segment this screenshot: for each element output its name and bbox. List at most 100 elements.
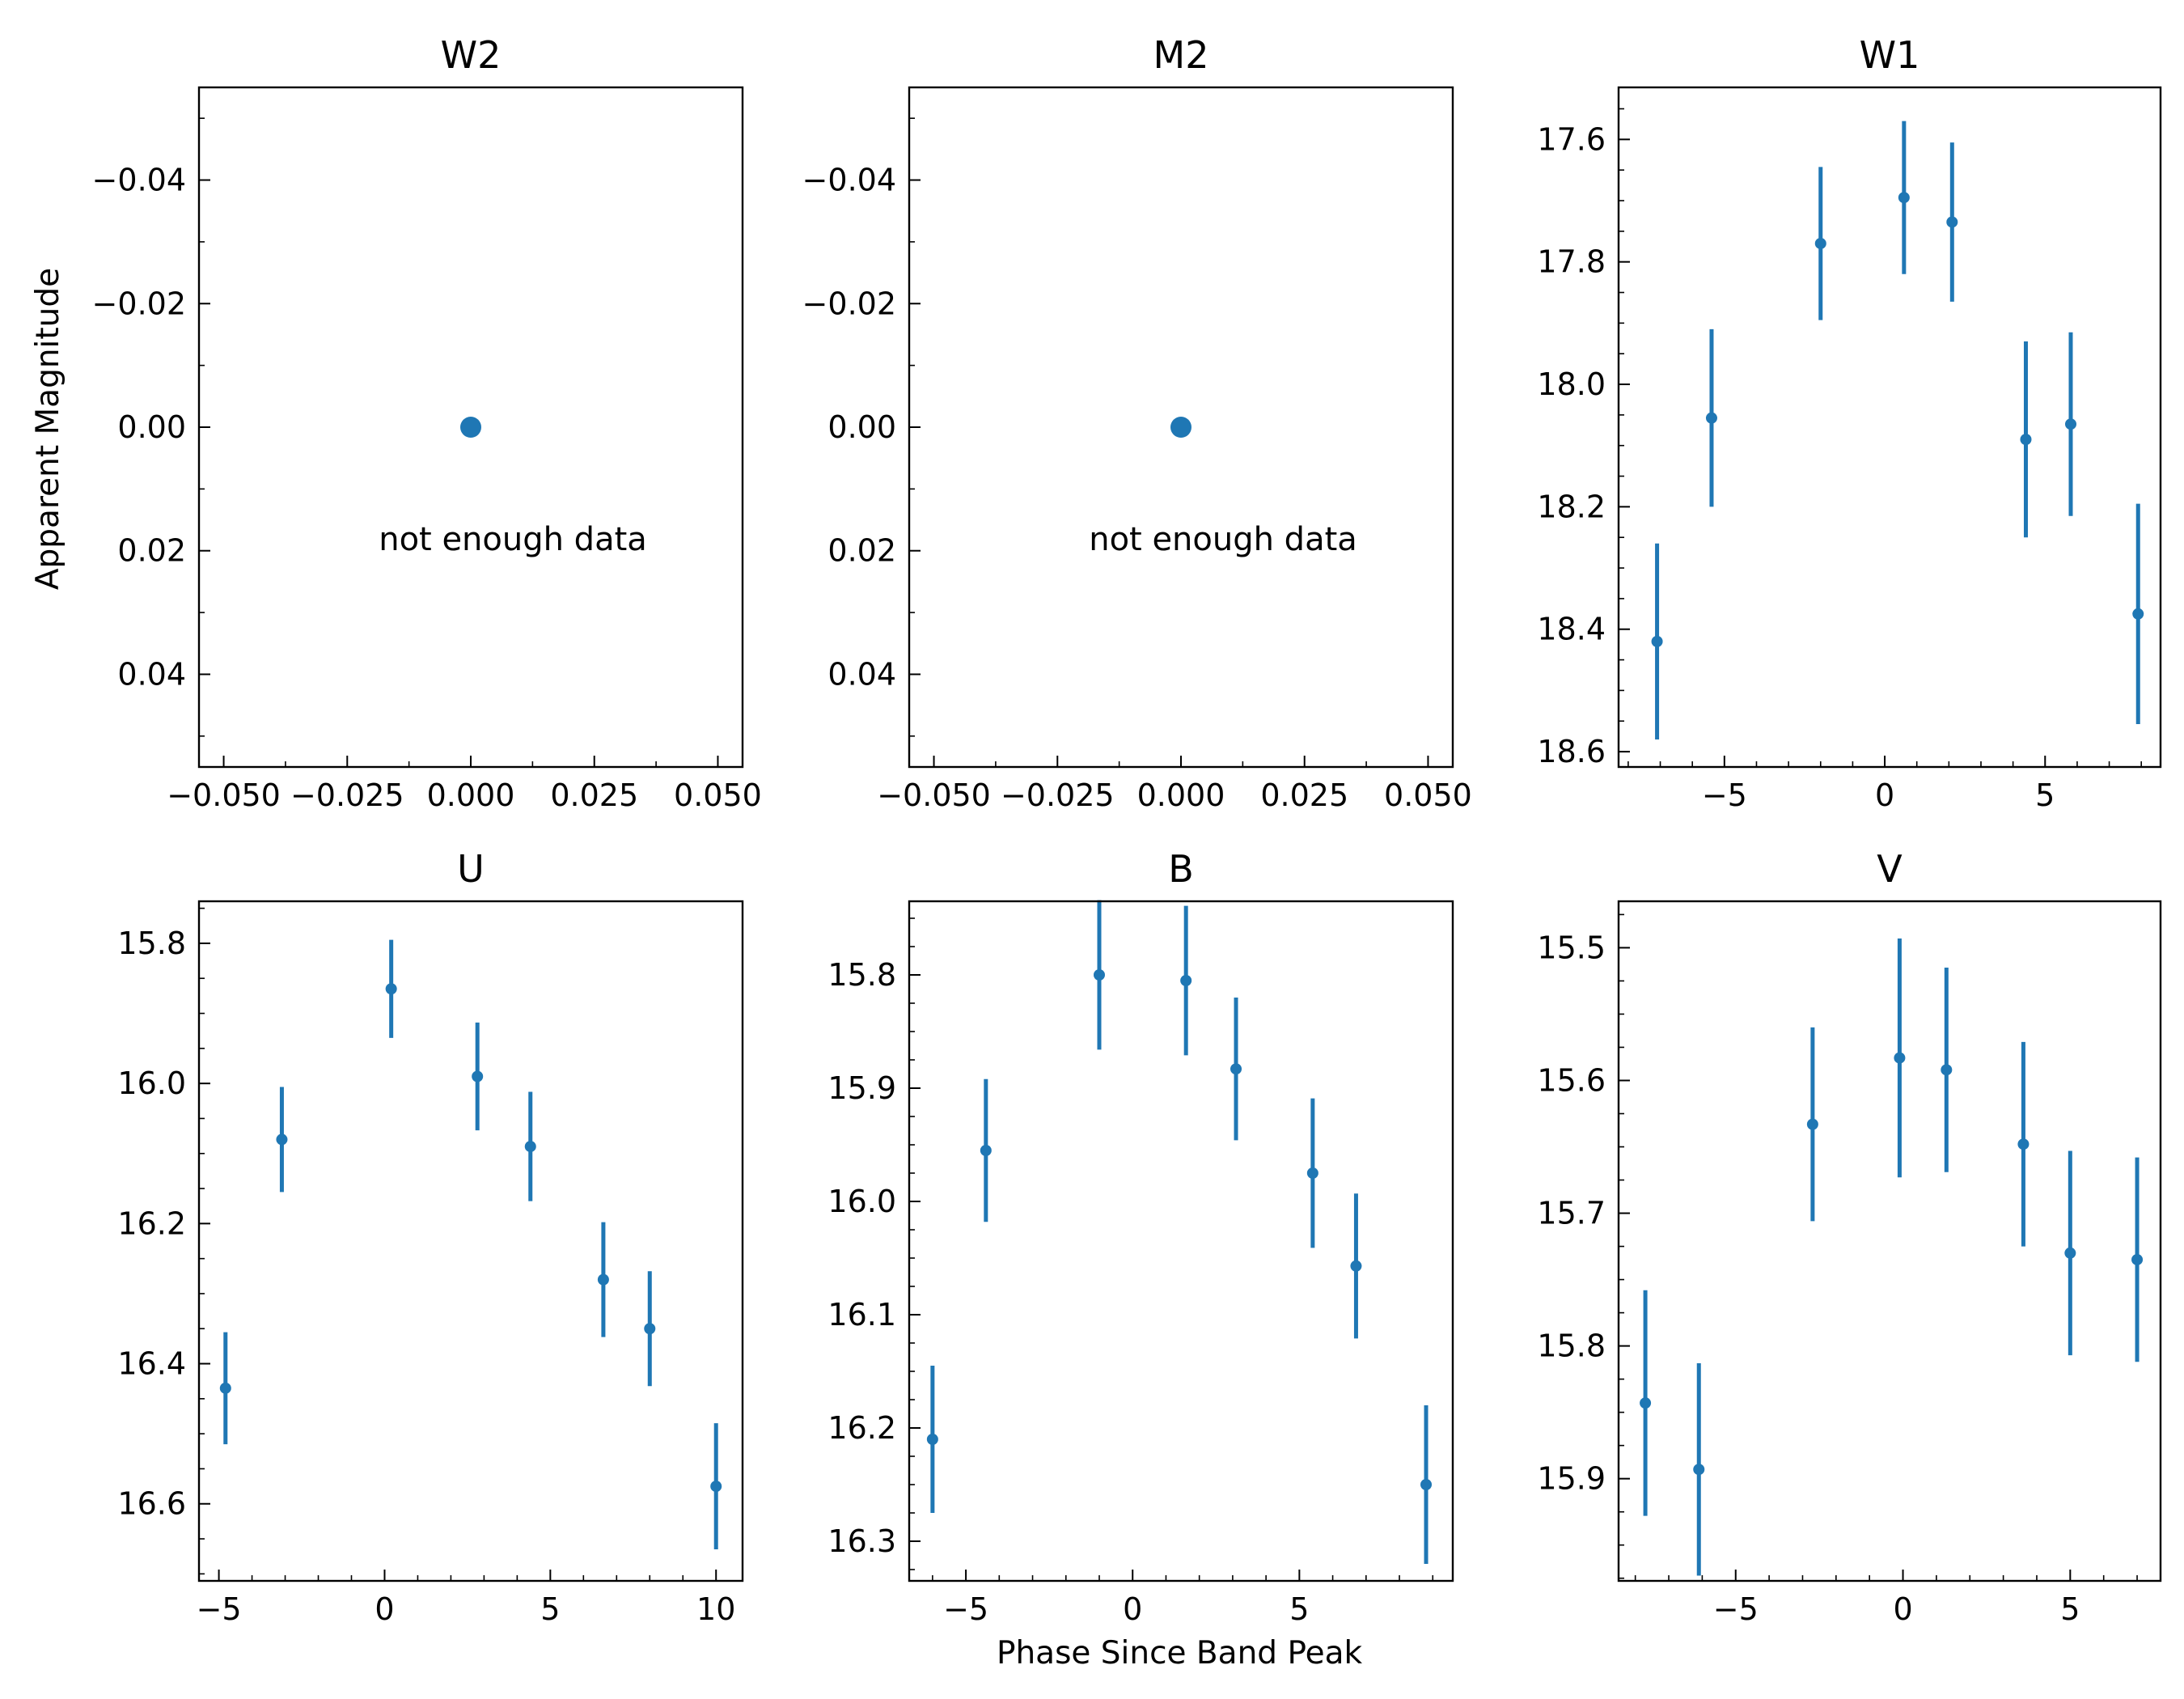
y-tick-label: 15.6	[1537, 1062, 1606, 1098]
y-tick-label: 18.2	[1537, 489, 1606, 524]
y-tick-label: −0.04	[802, 163, 896, 198]
data-point	[1350, 1260, 1362, 1272]
x-tick-label: −0.050	[877, 777, 991, 813]
y-tick-label: 15.9	[827, 1070, 896, 1106]
data-point	[2132, 608, 2144, 620]
data-point	[219, 1382, 231, 1394]
x-tick-label: −5	[1702, 777, 1747, 813]
data-point	[980, 1145, 992, 1156]
x-tick-label: 0	[375, 1591, 394, 1627]
y-tick-label: 17.6	[1537, 121, 1606, 157]
x-tick-label: 0.000	[427, 777, 515, 813]
y-tick-label: 15.8	[117, 926, 186, 961]
data-point	[2064, 1247, 2076, 1259]
y-tick-label: 18.4	[1537, 612, 1606, 647]
panel-frame	[1617, 86, 2162, 769]
y-tick-label: −0.04	[92, 163, 186, 198]
y-tick-label: 0.04	[827, 656, 896, 692]
panel-w2: W2 −0.04 −0.02 0.00 0.02 0.04 −0.050 −0.025 0.00…	[92, 33, 762, 813]
y-tick-label: 0.00	[827, 409, 896, 445]
data-point	[1941, 1064, 1953, 1076]
y-tick-label: −0.02	[92, 286, 186, 321]
x-tick-label: 0.050	[674, 777, 762, 813]
panel-frame	[908, 900, 1454, 1582]
data-point	[1170, 417, 1191, 438]
y-tick-label: 0.04	[117, 656, 186, 692]
x-axis-label: Phase Since Band Peak	[997, 1635, 1363, 1671]
y-tick-label: 0.02	[827, 533, 896, 569]
data-point	[1814, 237, 1826, 249]
y-tick-label: 16.0	[117, 1066, 186, 1101]
data-point	[1640, 1397, 1652, 1409]
panel-title: V	[1877, 847, 1903, 891]
data-point	[472, 1070, 484, 1083]
y-tick-label: 17.8	[1537, 244, 1606, 280]
data-point	[1693, 1464, 1705, 1476]
subplot-grid: W2−0.04−0.020.000.020.04−0.050 −0.025 0.00…	[92, 33, 2162, 1627]
y-tick-label: 16.4	[117, 1346, 186, 1382]
panel-note: not enough data	[379, 521, 647, 558]
data-point	[1651, 635, 1663, 647]
y-tick-label: 16.0	[827, 1184, 896, 1219]
panel-b: B 15.8 15.9 16.0 16.1 16.2 16.3 −5 0 5	[827, 847, 1454, 1627]
y-tick-label: 15.9	[1537, 1461, 1606, 1497]
x-tick-label: 0	[1893, 1591, 1912, 1627]
data-point	[1230, 1063, 1242, 1075]
data-point	[1420, 1479, 1433, 1490]
y-tick-label: 18.6	[1537, 734, 1606, 769]
data-point	[1306, 1167, 1318, 1179]
y-tick-label: −0.02	[802, 286, 896, 321]
panel-v: V 15.5 15.6 15.7 15.8 15.9 −5 0 5	[1537, 847, 2162, 1627]
data-point	[385, 983, 397, 995]
data-point	[710, 1481, 722, 1493]
data-point	[644, 1323, 656, 1335]
panel-frame	[908, 86, 1454, 769]
data-point	[1946, 216, 1958, 228]
data-point	[1093, 969, 1105, 981]
x-tick-label: 5	[2060, 1591, 2080, 1627]
panel-m2: M2 −0.04 −0.02 0.00 0.02 0.04 −0.050 −0.025 0.00…	[802, 33, 1472, 813]
x-tick-label: 5	[2035, 777, 2055, 813]
x-tick-label: 10	[696, 1591, 735, 1627]
x-tick-label: 5	[1289, 1591, 1309, 1627]
panel-w1: W1 17.6 17.8 18.0 18.2 18.4 18.6 −5 0 5	[1537, 33, 2162, 813]
y-tick-label: 16.3	[827, 1523, 896, 1559]
x-tick-label: −5	[197, 1591, 242, 1627]
x-tick-label: 0.025	[1260, 777, 1348, 813]
data-point	[597, 1273, 609, 1286]
panel-title: M2	[1153, 33, 1209, 77]
data-point	[1806, 1118, 1818, 1130]
x-tick-label: 0.025	[550, 777, 638, 813]
x-tick-label: −5	[1713, 1591, 1759, 1627]
x-tick-label: −0.025	[290, 777, 404, 813]
y-tick-label: 15.7	[1537, 1196, 1606, 1231]
panel-note: not enough data	[1089, 521, 1357, 558]
panel-title: W2	[441, 33, 502, 77]
panel-frame	[1617, 900, 2162, 1582]
y-tick-label: 15.8	[1537, 1328, 1606, 1364]
data-point	[2064, 418, 2076, 430]
y-tick-label: 15.8	[827, 957, 896, 993]
panel-title: B	[1168, 847, 1194, 891]
y-axis-label: Apparent Magnitude	[30, 268, 66, 590]
data-point	[2131, 1253, 2144, 1265]
panel-u: U 15.8 16.0 16.2 16.4 16.6 −5 0 5 10	[117, 847, 744, 1627]
data-point	[1705, 412, 1717, 424]
y-tick-label: 16.1	[827, 1297, 896, 1333]
y-tick-label: 18.0	[1537, 366, 1606, 402]
y-tick-label: 16.2	[117, 1205, 186, 1241]
y-tick-label: 15.5	[1537, 930, 1606, 965]
y-tick-label: 16.2	[827, 1410, 896, 1446]
panel-frame	[197, 86, 744, 769]
data-point	[276, 1133, 288, 1146]
y-tick-label: 0.02	[117, 533, 186, 569]
x-tick-label: 0.000	[1137, 777, 1225, 813]
panel-title: W1	[1860, 33, 1920, 77]
data-point	[1898, 192, 1910, 204]
data-point	[2017, 1138, 2030, 1150]
y-tick-label: 16.6	[117, 1486, 186, 1522]
data-point	[460, 417, 481, 438]
data-point	[2020, 434, 2032, 446]
x-tick-label: 5	[540, 1591, 560, 1627]
